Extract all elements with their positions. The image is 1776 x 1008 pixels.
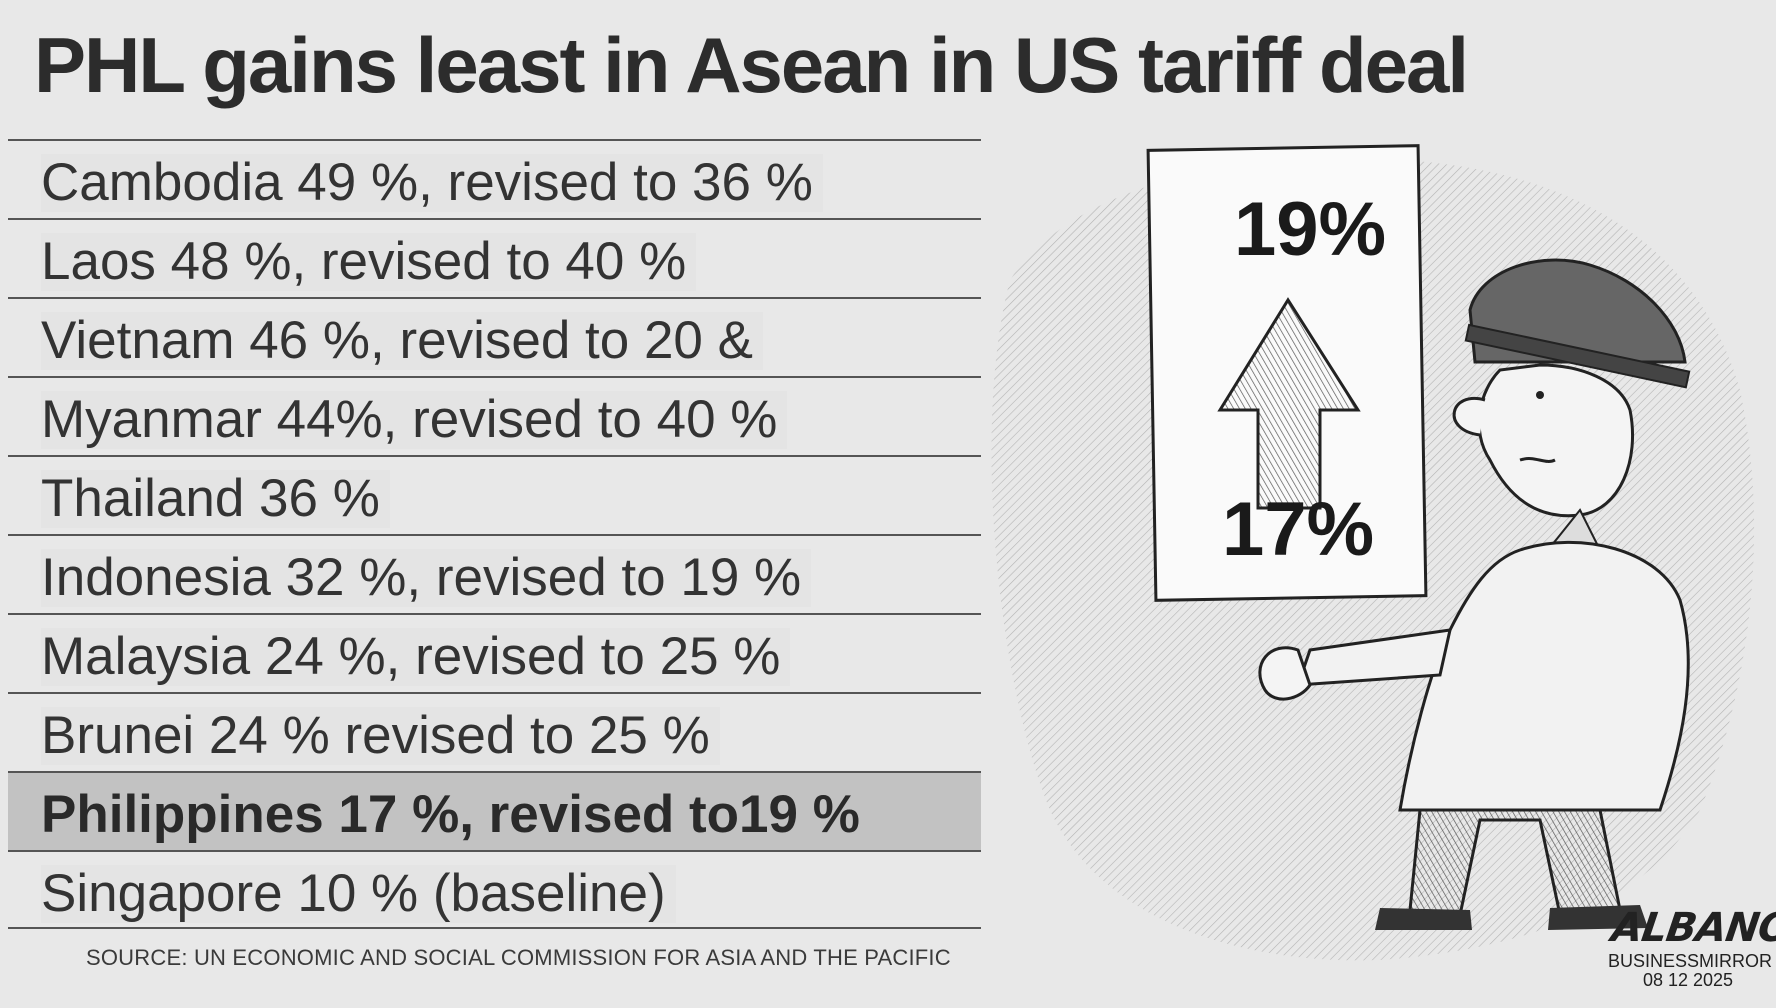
list-item: Vietnam 46 %, revised to 20 & [8,297,981,376]
shirt [1398,540,1690,812]
hat-brim [1464,323,1691,389]
sign-top-value: 19% [1234,187,1386,272]
row-text: Malaysia 24 %, revised to 25 % [41,627,791,687]
row-text: Cambodia 49 %, revised to 36 % [41,153,823,213]
publication-credit: BUSINESSMIRROR 08 12 2025 [1608,951,1773,990]
publication-name: BUSINESSMIRROR [1608,951,1773,971]
nose [1452,396,1486,437]
tariff-list: Cambodia 49 %, revised to 36 % Laos 48 %… [8,139,981,929]
row-text: Laos 48 %, revised to 40 % [41,232,697,292]
eye [1536,391,1544,399]
left-shoe [1375,908,1472,930]
source-note: SOURCE: UN ECONOMIC AND SOCIAL COMMISSIO… [86,945,951,970]
row-text: Thailand 36 % [41,469,390,529]
list-item: Laos 48 %, revised to 40 % [8,218,981,297]
row-text: Philippines 17 %, revised to19 % [41,785,860,844]
editorial-cartoon: 19% 17% [991,144,1755,961]
row-text: Brunei 24 % revised to 25 % [41,706,720,766]
row-text: Myanmar 44%, revised to 40 % [41,390,788,450]
list-item: Indonesia 32 %, revised to 19 % [8,534,981,613]
row-text: Singapore 10 % (baseline) [41,864,676,924]
sign-bottom-value: 17% [1222,487,1374,572]
list-item: Malaysia 24 %, revised to 25 % [8,613,981,692]
highlighted-list-item: Philippines 17 %, revised to19 % [8,771,981,850]
row-text: Indonesia 32 %, revised to 19 % [41,548,812,608]
list-item: Brunei 24 % revised to 25 % [8,692,981,771]
artist-signature: ALBANO [1608,905,1776,951]
list-item: Cambodia 49 %, revised to 36 % [8,139,981,218]
publication-date: 08 12 2025 [1642,969,1734,990]
right-shoe [1548,905,1648,930]
up-arrow-icon [1217,297,1361,510]
hand [1258,646,1312,701]
list-item: Thailand 36 % [8,455,981,534]
headline: PHL gains least in Asean in US tariff de… [34,21,1469,109]
row-text: Vietnam 46 %, revised to 20 & [41,311,763,371]
list-item: Myanmar 44%, revised to 40 % [8,376,981,455]
list-item: Singapore 10 % (baseline) [8,850,981,929]
mouth [1519,457,1556,463]
